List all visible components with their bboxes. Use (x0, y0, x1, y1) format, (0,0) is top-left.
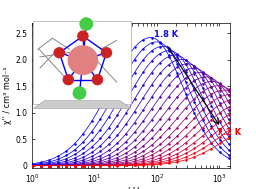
Y-axis label: χ'' / cm³ mol⁻¹: χ'' / cm³ mol⁻¹ (3, 67, 12, 124)
Circle shape (73, 87, 86, 99)
Polygon shape (33, 101, 131, 108)
Polygon shape (33, 21, 131, 104)
Text: 1.8 K: 1.8 K (154, 30, 178, 40)
Circle shape (101, 48, 112, 58)
Circle shape (68, 46, 98, 74)
Circle shape (63, 75, 73, 85)
Circle shape (80, 18, 92, 30)
Circle shape (92, 75, 102, 85)
Text: 7.2 K: 7.2 K (217, 128, 241, 137)
Circle shape (54, 48, 65, 58)
X-axis label: ν / Hz: ν / Hz (119, 187, 144, 189)
Circle shape (78, 31, 88, 41)
